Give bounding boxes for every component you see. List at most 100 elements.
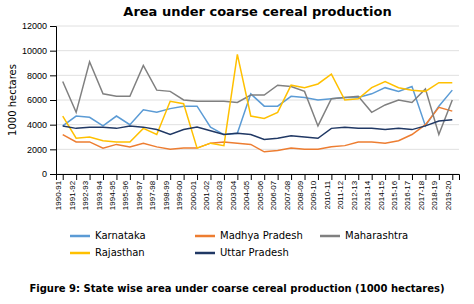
x-tick: 2010-11 bbox=[323, 174, 332, 210]
y-axis-line bbox=[50, 27, 57, 175]
x-tick-label: 2003-04 bbox=[229, 180, 238, 210]
x-tick: 2000-01 bbox=[189, 174, 198, 210]
chart: 0200040006000800010000120001990-911991-9… bbox=[0, 0, 474, 304]
x-tick-label: 2015-16 bbox=[390, 180, 399, 210]
x-tick: 1999-00 bbox=[175, 174, 184, 210]
y-tick-mark bbox=[50, 100, 56, 101]
x-tick-label: 2017-18 bbox=[417, 180, 426, 210]
y-tick: 0 bbox=[42, 169, 56, 179]
x-tick-mark bbox=[251, 174, 252, 180]
x-tick: 2014-15 bbox=[377, 174, 386, 210]
x-tick-mark bbox=[90, 174, 91, 180]
x-tick-label: 2001-02 bbox=[202, 180, 211, 210]
x-tick-label: 1999-00 bbox=[175, 180, 184, 210]
y-tick-mark bbox=[50, 26, 56, 27]
legend-swatch bbox=[70, 235, 90, 238]
x-tick: 2011-12 bbox=[336, 174, 345, 210]
x-tick-mark bbox=[170, 174, 171, 180]
y-tick-mark bbox=[50, 174, 56, 175]
grid-line bbox=[56, 75, 459, 76]
legend-swatch bbox=[70, 252, 90, 255]
legend-label: Madhya Pradesh bbox=[220, 230, 303, 241]
plot-area: 0200040006000800010000120001990-911991-9… bbox=[22, 21, 460, 210]
x-tick: 2013-14 bbox=[363, 174, 372, 210]
x-tick: 1992-93 bbox=[81, 174, 90, 210]
legend-swatch bbox=[195, 252, 215, 255]
x-tick-mark bbox=[210, 174, 211, 180]
x-tick-mark bbox=[318, 174, 319, 180]
x-tick-mark bbox=[305, 174, 306, 180]
x-tick-mark bbox=[224, 174, 225, 180]
x-tick-label: 1998-99 bbox=[162, 180, 171, 210]
legend-swatch bbox=[320, 235, 340, 238]
x-tick-label: 2012-13 bbox=[350, 180, 359, 210]
x-tick-mark bbox=[76, 174, 77, 180]
x-tick: 2019-20 bbox=[444, 174, 453, 210]
x-tick-label: 2004-05 bbox=[242, 180, 251, 210]
x-tick: 1997-98 bbox=[148, 174, 157, 210]
x-tick-mark bbox=[358, 174, 359, 180]
y-tick-label: 12000 bbox=[22, 21, 47, 31]
y-tick-mark bbox=[50, 149, 56, 150]
x-tick-label: 1991-92 bbox=[68, 180, 77, 210]
x-tick-mark bbox=[291, 174, 292, 180]
x-tick-label: 2011-12 bbox=[336, 180, 345, 209]
x-tick-label: 2007-08 bbox=[283, 180, 292, 210]
x-tick-mark bbox=[345, 174, 346, 180]
legend-label: Karnataka bbox=[95, 230, 146, 241]
x-tick-label: 1992-93 bbox=[81, 180, 90, 210]
x-tick: 2016-17 bbox=[403, 174, 412, 210]
x-tick-label: 1995-96 bbox=[121, 180, 130, 210]
x-tick-mark bbox=[372, 174, 373, 180]
x-tick: 2003-04 bbox=[229, 174, 238, 210]
x-tick-mark bbox=[264, 174, 265, 180]
x-tick-mark bbox=[278, 174, 279, 180]
legend-label: Uttar Pradesh bbox=[220, 247, 289, 258]
legend-swatch bbox=[195, 235, 215, 238]
x-tick-label: 2005-06 bbox=[256, 180, 265, 210]
y-tick-label: 4000 bbox=[27, 120, 47, 130]
x-tick-label: 2013-14 bbox=[363, 180, 372, 210]
x-tick: 2008-09 bbox=[296, 174, 305, 210]
x-tick-label: 2002-03 bbox=[215, 180, 224, 210]
x-tick-label: 2008-09 bbox=[296, 180, 305, 210]
x-tick: 2009-10 bbox=[309, 174, 318, 210]
x-tick: 2018-19 bbox=[430, 174, 439, 210]
y-tick-mark bbox=[50, 51, 56, 52]
grid-line bbox=[56, 124, 459, 125]
y-tick-label: 6000 bbox=[27, 95, 47, 105]
legend-label: Rajasthan bbox=[95, 247, 145, 258]
x-tick: 2002-03 bbox=[215, 174, 224, 210]
caption: Figure 9: State wise area under coarse c… bbox=[29, 283, 444, 294]
series-line bbox=[63, 107, 453, 151]
y-axis: 020004000600080001000012000 bbox=[22, 21, 57, 179]
y-tick: 12000 bbox=[22, 21, 56, 31]
x-tick: 2006-07 bbox=[269, 174, 278, 210]
x-tick-mark bbox=[399, 174, 400, 180]
y-tick-label: 8000 bbox=[27, 71, 47, 81]
x-tick-mark bbox=[157, 174, 158, 180]
lines bbox=[63, 54, 453, 151]
x-tick-label: 2000-01 bbox=[189, 180, 198, 210]
x-tick: 1990-91 bbox=[54, 174, 63, 210]
x-tick: 2012-13 bbox=[350, 174, 359, 210]
legend: KarnatakaMadhya PradeshMaharashtraRajast… bbox=[70, 230, 408, 258]
x-axis: 1990-911991-921992-931993-941994-951995-… bbox=[54, 174, 459, 210]
x-tick-label: 1990-91 bbox=[54, 180, 63, 210]
x-tick-mark bbox=[439, 174, 440, 180]
x-tick-mark bbox=[197, 174, 198, 180]
x-tick-label: 2016-17 bbox=[403, 180, 412, 210]
x-tick: 1996-97 bbox=[135, 174, 144, 210]
x-tick-label: 1996-97 bbox=[135, 180, 144, 210]
grid-line bbox=[56, 50, 459, 51]
x-tick-label: 1993-94 bbox=[95, 180, 104, 210]
x-tick-label: 2014-15 bbox=[377, 180, 386, 210]
grid-line bbox=[56, 149, 459, 150]
x-tick-mark bbox=[237, 174, 238, 180]
series-line bbox=[63, 54, 453, 148]
x-tick-label: 2009-10 bbox=[309, 180, 318, 210]
x-tick-mark bbox=[116, 174, 117, 180]
series-line bbox=[63, 62, 453, 135]
x-tick-mark bbox=[385, 174, 386, 180]
x-tick: 2007-08 bbox=[283, 174, 292, 210]
